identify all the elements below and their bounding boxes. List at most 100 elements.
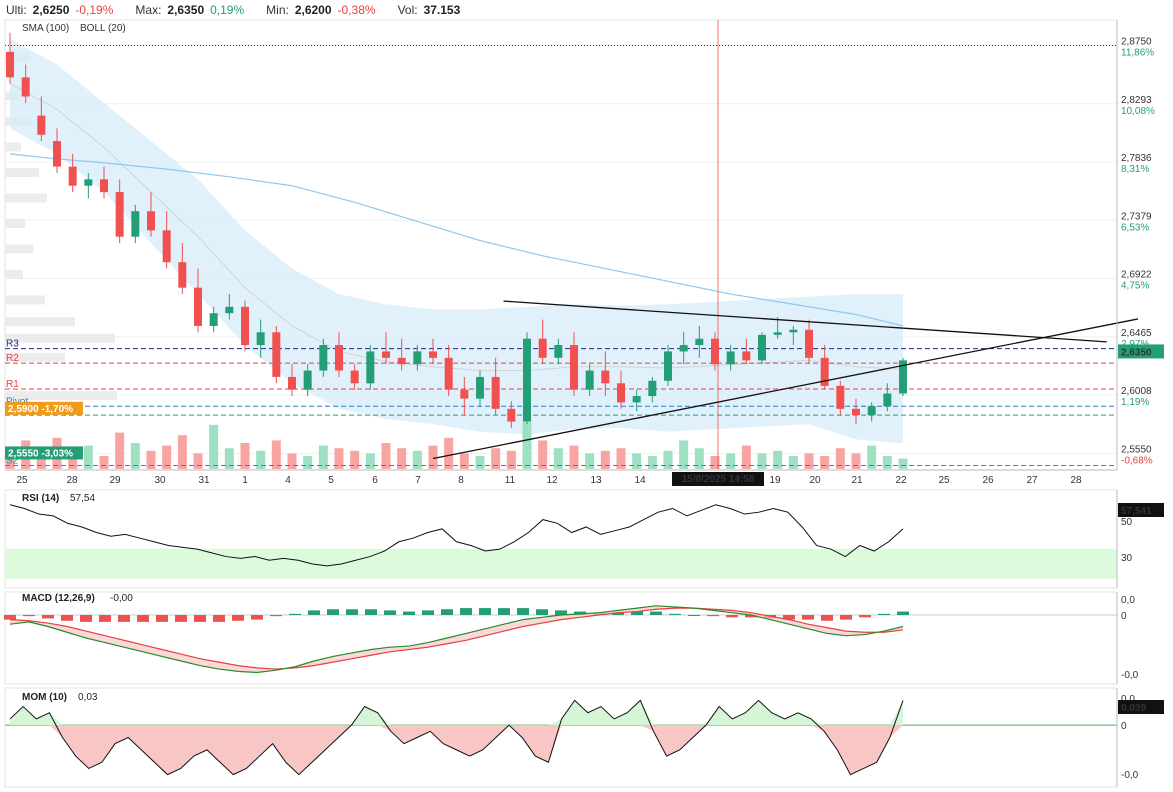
volume-bar: [177, 435, 187, 469]
price-tick-label: 2,8750: [1121, 36, 1152, 47]
candle-body: [695, 338, 704, 346]
volume-bar: [271, 440, 281, 469]
candle-body: [805, 329, 813, 358]
candle-body: [617, 383, 625, 403]
crosshair-date-box: [672, 472, 764, 486]
x-tick-label: 14: [634, 475, 646, 486]
volume-bar: [428, 445, 438, 469]
min-label: Min:: [266, 3, 289, 17]
macd-histogram-bar: [707, 615, 719, 617]
macd-panel[interactable]: MACD (12,26,9) -0,00 0,0 0 -0,0: [4, 591, 1139, 685]
volume-bar: [835, 448, 845, 469]
volume-bar: [773, 450, 783, 469]
candle-body: [37, 115, 46, 135]
volume-bar: [209, 424, 219, 469]
macd-histogram-bar: [61, 615, 73, 621]
x-tick-label: 12: [546, 475, 558, 486]
volume-bar: [162, 445, 172, 469]
macd-histogram-bar: [726, 615, 738, 618]
macd-histogram-bar: [669, 613, 681, 615]
candle-body: [6, 51, 14, 78]
macd-histogram-bar: [289, 613, 301, 615]
mom-tick-label: 0,0: [1121, 694, 1135, 705]
volume-bar: [647, 456, 657, 469]
volume-profile-bar: [5, 269, 23, 279]
volume-bar: [397, 448, 407, 469]
volume-bar: [115, 432, 125, 469]
candle-body: [162, 230, 171, 263]
volume-value: 37.153: [423, 3, 461, 17]
candle-body: [711, 338, 719, 365]
macd-histogram-bar: [213, 615, 225, 622]
macd-signal-line: [9, 607, 904, 670]
macd-histogram-bar: [897, 611, 909, 615]
price-panel[interactable]: R3R2R1PivotS1S22,5900 -1,70%2,5550 -3,03…: [4, 19, 1164, 486]
candle-body: [726, 351, 735, 365]
last-price-text: 2,6350: [1121, 347, 1152, 358]
candle-body: [319, 345, 328, 371]
price-tick-label: 2,6465: [1121, 328, 1152, 339]
mom-tick-label: -0,0: [1121, 770, 1139, 781]
macd-histogram-bar: [80, 615, 92, 622]
macd-histogram-bar: [23, 615, 35, 617]
macd-histogram-bar: [745, 615, 757, 618]
candle-body: [194, 287, 202, 326]
x-tick-label: 28: [1070, 475, 1082, 486]
volume-bar: [83, 445, 93, 469]
macd-histogram-bar: [688, 615, 700, 616]
momentum-panel[interactable]: MOM (10) 0,03 0,00,039 0 -0,0: [4, 687, 1164, 788]
candle-body: [773, 332, 782, 335]
percent-tick-label: 11,86%: [1121, 47, 1154, 58]
percent-tick-label: 1,19%: [1121, 397, 1149, 408]
volume-label: Vol:: [397, 3, 418, 17]
pivot-level-label: Pivot: [6, 396, 28, 407]
last-label: Ulti:: [6, 3, 27, 17]
volume-bar: [459, 453, 469, 469]
price-tag-box: [5, 446, 83, 460]
macd-histogram-bar: [517, 608, 529, 615]
macd-plot-area: [4, 591, 1118, 685]
price-tag-box: [5, 401, 83, 415]
volume-bar: [444, 437, 454, 469]
rsi-tick-label: 30: [1121, 553, 1133, 564]
percent-tick-label: 6,53%: [1121, 222, 1149, 233]
macd-histogram-bar: [859, 615, 871, 618]
volume-bar: [553, 448, 563, 469]
macd-histogram-bar: [460, 608, 472, 615]
sma-legend: SMA (100): [22, 23, 69, 34]
macd-histogram-bar: [346, 609, 358, 615]
macd-histogram-bar: [118, 615, 130, 622]
candle-body: [303, 370, 312, 390]
x-tick-label: 5: [328, 475, 334, 486]
min-value: 2,6200: [294, 3, 332, 17]
candle-body: [664, 351, 672, 381]
volume-bar: [506, 450, 516, 469]
volume-bar: [632, 453, 642, 469]
volume-bar: [694, 448, 704, 469]
candle-body: [554, 345, 563, 358]
volume-bar: [898, 458, 908, 469]
x-tick-label: 30: [154, 475, 166, 486]
volume-bar: [538, 440, 548, 469]
candle-body: [209, 313, 218, 326]
volume-bar: [130, 443, 140, 469]
volume-bar: [867, 445, 877, 469]
x-tick-label: 26: [982, 475, 994, 486]
volume-bar: [287, 453, 297, 469]
candle-body: [397, 357, 406, 365]
volume-bar: [710, 456, 720, 469]
volume-bar: [788, 456, 798, 469]
volume-bar: [365, 453, 375, 469]
candle-body: [444, 357, 453, 390]
candle-body: [632, 396, 641, 403]
x-tick-label: 29: [109, 475, 121, 486]
macd-histogram-bar: [365, 609, 377, 615]
x-tick-label: 6: [372, 475, 378, 486]
candle-body: [679, 345, 688, 352]
boll-legend: BOLL (20): [80, 23, 126, 34]
volume-bar: [851, 453, 861, 469]
candle-body: [883, 393, 892, 407]
candle-body: [742, 351, 751, 361]
